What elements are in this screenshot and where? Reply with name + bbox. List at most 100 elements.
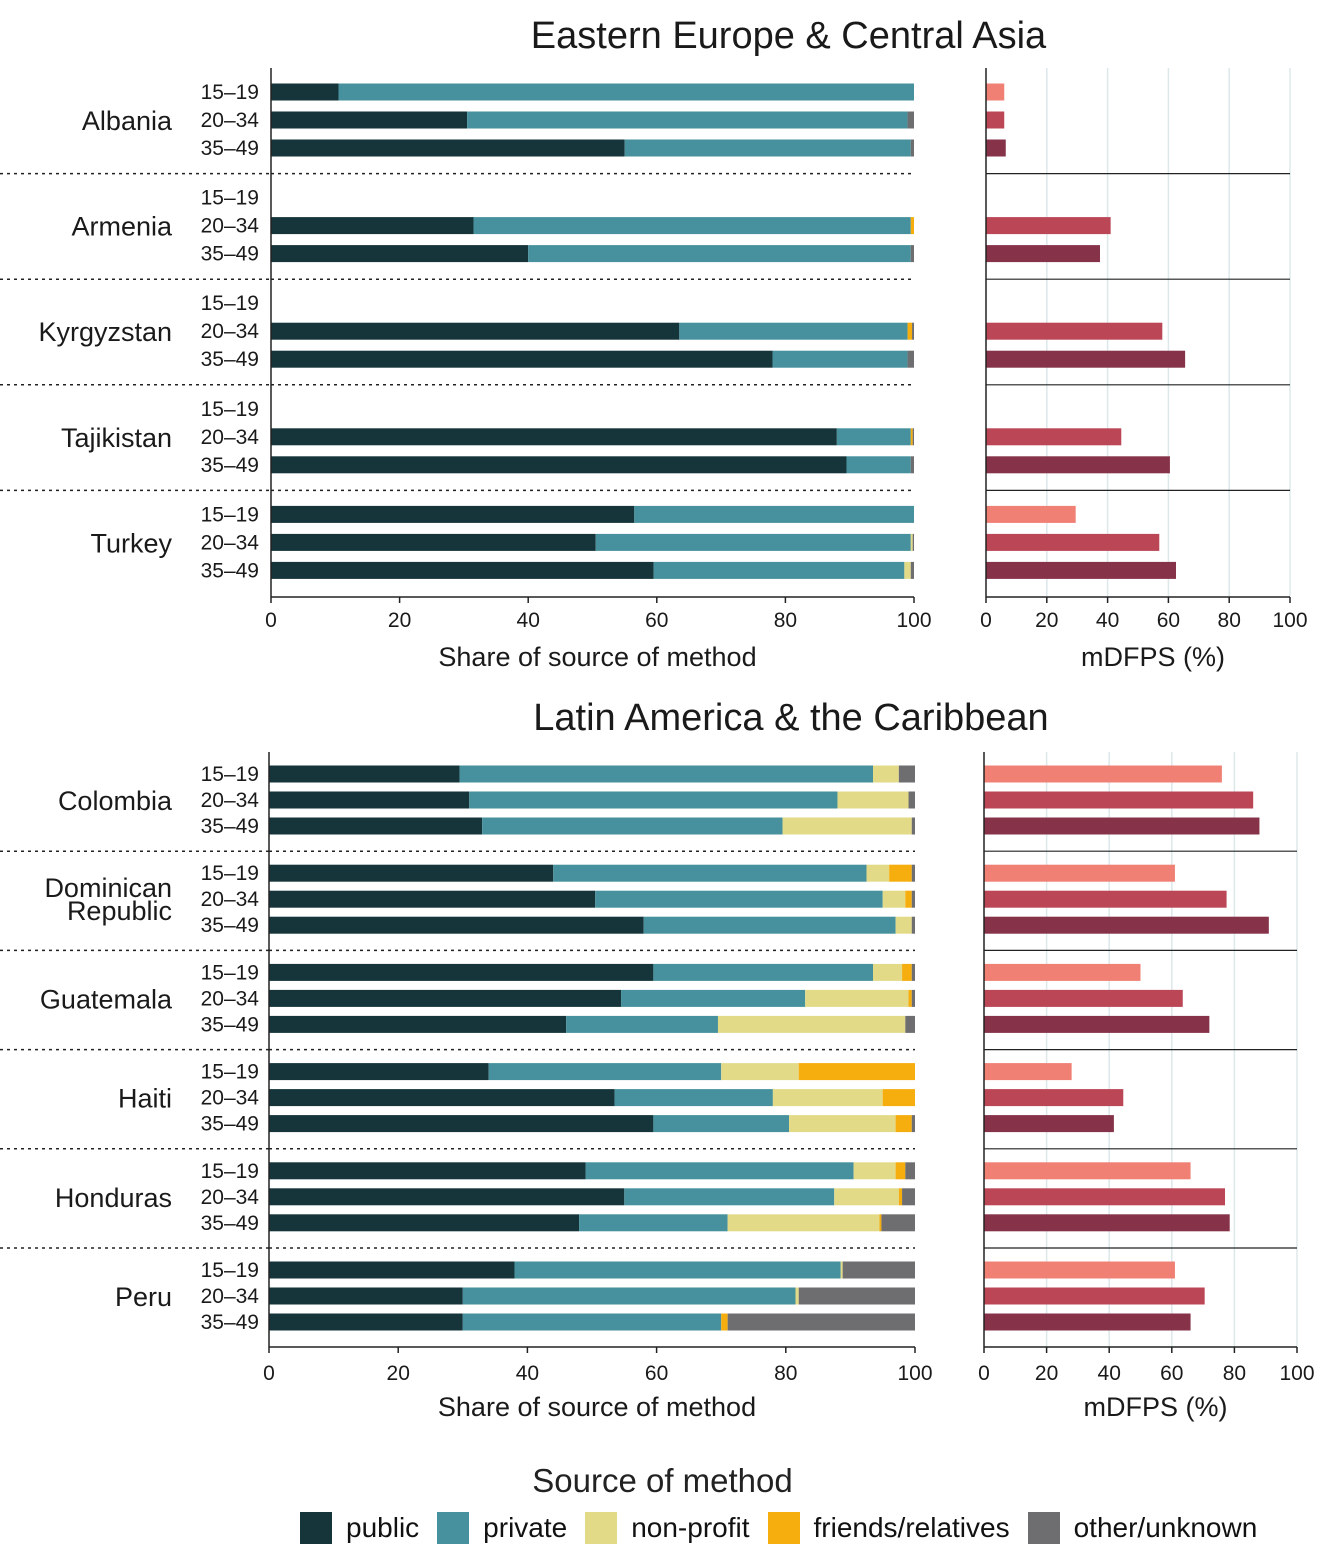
bar-peru-35-49-other [727, 1313, 915, 1331]
bar-honduras-20-34-public [269, 1188, 625, 1206]
bar-albania-20-34-other [907, 111, 914, 129]
age-label: 15–19 [201, 763, 259, 786]
age-label: 20–34 [201, 1186, 260, 1209]
age-label: 15–19 [201, 398, 259, 421]
bar-peru-15-19-public [269, 1261, 515, 1279]
bar-honduras-35-49-private [579, 1214, 728, 1232]
age-label: 35–49 [201, 1113, 259, 1136]
mdfps-bar-colombia-35-49 [984, 817, 1260, 835]
mdfps-bar-turkey-20-34 [986, 533, 1160, 551]
bar-dominican-republic-35-49-nonprofit [895, 916, 912, 934]
panel2-share-tick-label: 20 [387, 1362, 410, 1385]
bar-colombia-35-49-public [269, 817, 483, 835]
age-label: 20–34 [201, 215, 260, 238]
legend-item-other: other/unknown [1027, 1512, 1257, 1544]
age-label: 35–49 [201, 914, 259, 937]
bar-honduras-15-19-private [585, 1162, 854, 1180]
bar-honduras-20-34-private [624, 1188, 835, 1206]
age-label: 15–19 [201, 503, 259, 526]
age-label: 20–34 [201, 109, 260, 132]
bar-peru-15-19-nonprofit [840, 1261, 843, 1279]
bar-honduras-35-49-friends [879, 1214, 882, 1232]
bar-armenia-35-49-private [528, 245, 911, 263]
bar-turkey-20-34-private [595, 533, 911, 551]
bar-kyrgyzstan-35-49-private [772, 350, 908, 368]
bar-honduras-15-19-friends [895, 1162, 906, 1180]
panel2-mdfps-xlabel: mDFPS (%) [1084, 1392, 1228, 1422]
mdfps-bar-honduras-35-49 [984, 1214, 1230, 1232]
panel2-share-xlabel: Share of source of method [438, 1392, 756, 1422]
bar-colombia-15-19-public [269, 765, 460, 783]
bar-turkey-35-49-other [910, 561, 914, 579]
bar-honduras-20-34-other [902, 1188, 915, 1206]
bar-turkey-35-49-nonprofit [904, 561, 911, 579]
mdfps-bar-haiti-15-19 [984, 1063, 1072, 1081]
bar-dominican-republic-20-34-private [595, 890, 883, 908]
country-label-peru: Peru [115, 1282, 172, 1312]
mdfps-bar-peru-15-19 [984, 1261, 1175, 1279]
bar-honduras-15-19-public [269, 1162, 586, 1180]
panel1-mdfps-tick-label: 0 [980, 609, 992, 632]
panel2-share-tick-label: 0 [263, 1362, 275, 1385]
country-label-turkey: Turkey [90, 528, 172, 558]
age-label: 20–34 [201, 320, 260, 343]
country-label-honduras: Honduras [55, 1183, 172, 1213]
age-label: 35–49 [201, 1013, 259, 1036]
bar-haiti-35-49-nonprofit [789, 1115, 896, 1133]
bar-haiti-35-49-other [911, 1115, 915, 1133]
legend-swatch-other [1027, 1512, 1060, 1544]
bar-guatemala-15-19-friends [902, 963, 912, 981]
bar-dominican-republic-15-19-public [269, 864, 554, 882]
panel1-share-xlabel: Share of source of method [438, 642, 756, 672]
bar-guatemala-20-34-private [621, 989, 806, 1007]
bar-albania-15-19-private [338, 83, 914, 101]
bar-honduras-35-49-other [881, 1214, 915, 1232]
mdfps-bar-albania-15-19 [986, 83, 1005, 101]
bar-armenia-35-49-other [910, 245, 914, 263]
bar-armenia-20-34-public [271, 217, 474, 235]
legend: Source of method public private non-prof… [0, 1462, 1325, 1553]
bar-albania-35-49-other [910, 139, 914, 157]
panel2-mdfps-tick-label: 20 [1035, 1362, 1058, 1385]
bar-haiti-35-49-private [653, 1115, 790, 1133]
mdfps-bar-peru-35-49 [984, 1313, 1191, 1331]
bar-kyrgyzstan-35-49-public [271, 350, 773, 368]
age-label: 35–49 [201, 137, 259, 160]
bar-honduras-35-49-nonprofit [727, 1214, 880, 1232]
bar-colombia-20-34-other [908, 791, 915, 809]
mdfps-bar-honduras-20-34 [984, 1188, 1226, 1206]
country-label-tajikistan: Tajikistan [61, 423, 172, 453]
panel1-share-tick-label: 60 [645, 609, 668, 632]
bar-haiti-35-49-public [269, 1115, 654, 1133]
bar-tajikistan-20-34-private [836, 428, 911, 446]
bar-dominican-republic-15-19-nonprofit [866, 864, 890, 882]
panel2-mdfps-tick-label: 100 [1279, 1362, 1314, 1385]
bar-dominican-republic-15-19-private [553, 864, 867, 882]
bar-dominican-republic-35-49-public [269, 916, 644, 934]
legend-label-public: public [346, 1512, 420, 1543]
bar-dominican-republic-20-34-friends [905, 890, 912, 908]
bar-kyrgyzstan-20-34-public [271, 322, 680, 340]
mdfps-bar-haiti-35-49 [984, 1115, 1114, 1133]
legend-item-private: private [437, 1512, 567, 1544]
bar-tajikistan-20-34-other [912, 428, 914, 446]
bar-colombia-35-49-other [911, 817, 915, 835]
bar-dominican-republic-35-49-private [643, 916, 896, 934]
bar-colombia-20-34-nonprofit [837, 791, 909, 809]
bar-turkey-15-19-public [271, 505, 635, 523]
bar-dominican-republic-15-19-other [911, 864, 915, 882]
bar-kyrgyzstan-20-34-other [912, 322, 914, 340]
bar-guatemala-20-34-other [911, 989, 915, 1007]
mdfps-bar-honduras-15-19 [984, 1162, 1191, 1180]
panel1-title: Eastern Europe & Central Asia [531, 15, 1047, 57]
age-label: 20–34 [201, 1285, 260, 1308]
panel1-mdfps-tick-label: 40 [1096, 609, 1119, 632]
bar-guatemala-20-34-nonprofit [805, 989, 909, 1007]
mdfps-bar-armenia-20-34 [986, 217, 1111, 235]
legend-label-private: private [483, 1512, 568, 1543]
age-label: 20–34 [201, 426, 260, 449]
bar-colombia-20-34-private [469, 791, 838, 809]
age-label: 35–49 [201, 454, 259, 477]
legend-item-nonprofit: non-profit [585, 1512, 750, 1544]
